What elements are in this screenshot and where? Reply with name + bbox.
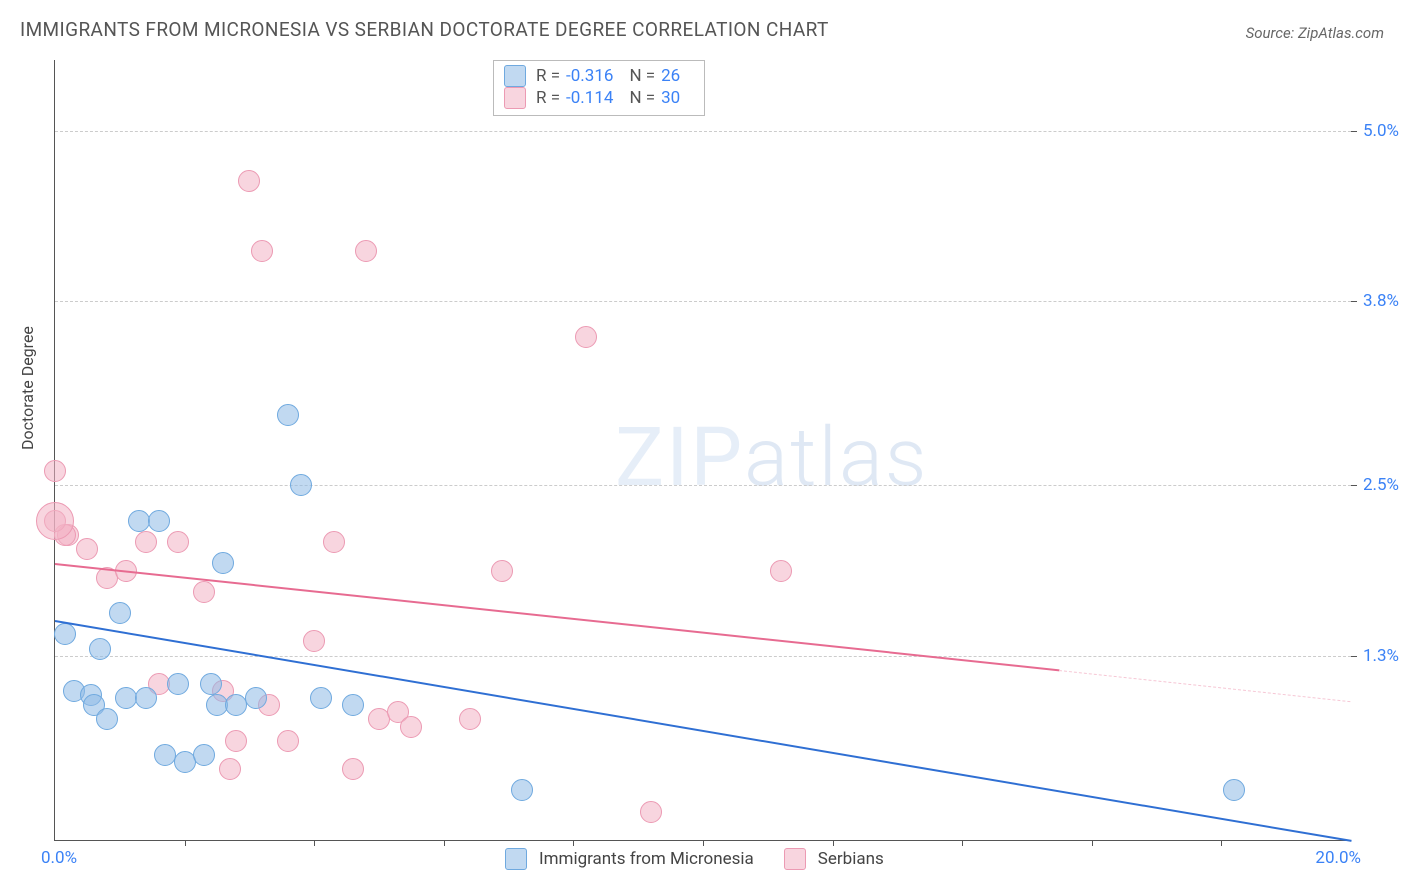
scatter-point-blue xyxy=(225,694,247,716)
x-tick-mark xyxy=(1092,840,1093,846)
scatter-point-blue xyxy=(89,638,111,660)
x-tick-mark xyxy=(1221,840,1222,846)
scatter-point-pink xyxy=(219,758,241,780)
scatter-point-blue xyxy=(96,708,118,730)
scatter-point-blue xyxy=(290,474,312,496)
scatter-point-blue xyxy=(54,623,76,645)
legend-R-label: R = xyxy=(536,87,560,109)
y-tick-mark xyxy=(1351,301,1357,302)
chart-title: IMMIGRANTS FROM MICRONESIA VS SERBIAN DO… xyxy=(20,18,829,41)
watermark-zip: ZIP xyxy=(615,410,744,506)
scatter-point-blue xyxy=(135,687,157,709)
gridline-h xyxy=(55,131,1351,132)
scatter-point-pink xyxy=(193,581,215,603)
scatter-point-blue xyxy=(1223,779,1245,801)
gridline-h xyxy=(55,301,1351,302)
scatter-point-pink xyxy=(44,460,66,482)
legend-swatch-pink xyxy=(504,87,526,109)
y-tick-label: 5.0% xyxy=(1363,121,1399,141)
y-tick-mark xyxy=(1351,656,1357,657)
scatter-point-pink xyxy=(251,240,273,262)
y-tick-label: 2.5% xyxy=(1363,475,1399,495)
scatter-point-pink xyxy=(640,801,662,823)
scatter-point-pink xyxy=(238,170,260,192)
gridline-h xyxy=(55,485,1351,486)
scatter-point-blue xyxy=(200,673,222,695)
scatter-point-pink xyxy=(355,240,377,262)
scatter-point-blue xyxy=(109,602,131,624)
legend-N-label: N = xyxy=(629,65,655,87)
source-label: Source: ZipAtlas.com xyxy=(1246,24,1384,42)
legend-swatch-pink xyxy=(784,848,806,870)
scatter-point-pink xyxy=(323,531,345,553)
scatter-point-pink xyxy=(342,758,364,780)
legend-R-pink: -0.114 xyxy=(566,87,613,109)
y-tick-label: 3.8% xyxy=(1363,291,1399,311)
legend-R-blue: -0.316 xyxy=(566,65,613,87)
scatter-point-pink xyxy=(459,708,481,730)
scatter-point-blue xyxy=(148,510,170,532)
y-tick-mark xyxy=(1351,131,1357,132)
scatter-point-pink xyxy=(770,560,792,582)
scatter-point-pink xyxy=(76,538,98,560)
legend-item-blue: Immigrants from Micronesia xyxy=(505,848,754,870)
legend-row-pink: R = -0.114 N = 30 xyxy=(504,87,690,109)
x-tick-mark xyxy=(703,840,704,846)
scatter-point-blue xyxy=(511,779,533,801)
legend-series: Immigrants from Micronesia Serbians xyxy=(505,848,884,870)
legend-label-pink: Serbians xyxy=(818,849,884,869)
scatter-point-pink xyxy=(167,531,189,553)
legend-label-blue: Immigrants from Micronesia xyxy=(539,849,754,869)
watermark-atlas: atlas xyxy=(744,410,928,506)
watermark: ZIPatlas xyxy=(615,410,928,506)
scatter-point-blue xyxy=(245,687,267,709)
x-tick-mark xyxy=(314,840,315,846)
y-tick-label: 1.3% xyxy=(1363,646,1399,666)
legend-item-pink: Serbians xyxy=(784,848,884,870)
scatter-point-pink xyxy=(400,716,422,738)
scatter-point-pink xyxy=(277,730,299,752)
scatter-point-pink xyxy=(303,630,325,652)
x-tick-mark xyxy=(185,840,186,846)
x-axis-min-label: 0.0% xyxy=(41,848,77,868)
trendline-pink-extrapolated xyxy=(1059,670,1351,702)
x-tick-mark xyxy=(444,840,445,846)
scatter-point-blue xyxy=(212,552,234,574)
legend-swatch-blue xyxy=(504,65,526,87)
scatter-point-blue xyxy=(193,744,215,766)
scatter-point-blue xyxy=(277,404,299,426)
legend-swatch-blue xyxy=(505,848,527,870)
x-tick-mark xyxy=(573,840,574,846)
y-axis-title: Doctorate Degree xyxy=(18,326,37,450)
legend-N-blue: 26 xyxy=(661,65,680,87)
scatter-point-pink xyxy=(135,531,157,553)
scatter-point-pink-large xyxy=(36,502,74,540)
legend-correlation: R = -0.316 N = 26 R = -0.114 N = 30 xyxy=(493,60,705,116)
x-axis-max-label: 20.0% xyxy=(1315,848,1361,868)
x-tick-mark xyxy=(833,840,834,846)
legend-N-pink: 30 xyxy=(661,87,680,109)
y-tick-mark xyxy=(1351,485,1357,486)
legend-R-label: R = xyxy=(536,65,560,87)
scatter-point-blue xyxy=(310,687,332,709)
x-tick-mark xyxy=(962,840,963,846)
scatter-point-blue xyxy=(167,673,189,695)
legend-row-blue: R = -0.316 N = 26 xyxy=(504,65,690,87)
scatter-point-pink xyxy=(491,560,513,582)
scatter-point-blue xyxy=(342,694,364,716)
gridline-h xyxy=(55,656,1351,657)
scatter-point-pink xyxy=(575,326,597,348)
legend-N-label: N = xyxy=(629,87,655,109)
scatter-point-pink xyxy=(225,730,247,752)
trendline-blue xyxy=(55,620,1351,842)
scatter-plot: ZIPatlas R = -0.316 N = 26 R = -0.114 N … xyxy=(54,60,1351,841)
